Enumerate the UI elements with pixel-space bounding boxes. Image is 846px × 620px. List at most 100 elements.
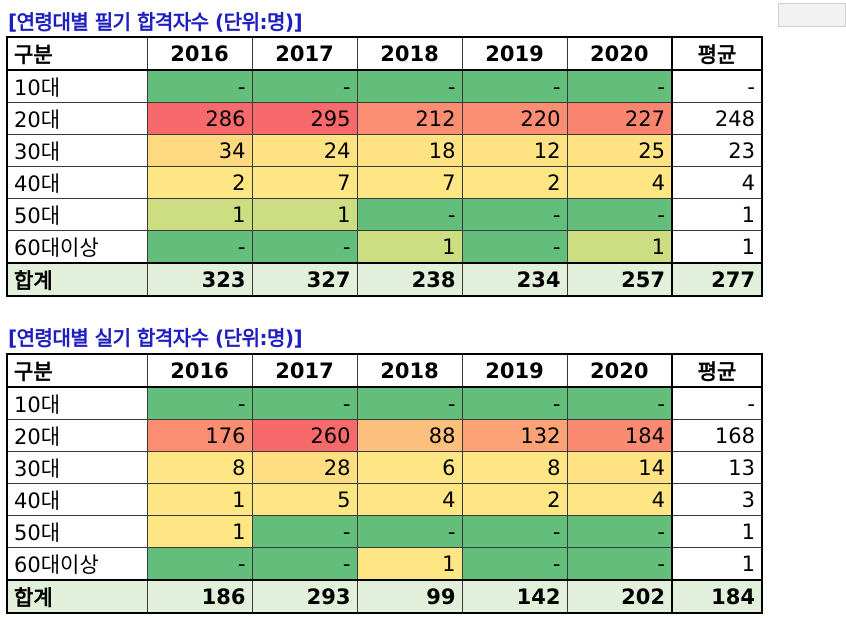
data-cell[interactable]: 1 bbox=[251, 198, 358, 231]
data-cell[interactable]: - bbox=[356, 198, 463, 231]
data-cell[interactable]: 5 bbox=[251, 483, 358, 516]
data-cell[interactable]: - bbox=[251, 547, 358, 581]
row-label[interactable]: 20대 bbox=[6, 419, 148, 452]
data-cell[interactable]: 220 bbox=[461, 102, 568, 135]
data-cell[interactable]: - bbox=[461, 515, 568, 548]
total-cell[interactable]: 186 bbox=[146, 579, 253, 614]
average-cell[interactable]: 23 bbox=[671, 134, 763, 167]
data-cell[interactable]: - bbox=[566, 515, 673, 548]
data-cell[interactable]: - bbox=[461, 386, 568, 420]
header-year[interactable]: 2017 bbox=[251, 36, 358, 71]
total-average-cell[interactable]: 277 bbox=[671, 262, 763, 297]
data-cell[interactable]: 184 bbox=[566, 419, 673, 452]
data-cell[interactable]: 12 bbox=[461, 134, 568, 167]
data-cell[interactable]: - bbox=[566, 198, 673, 231]
cell-selector-box[interactable] bbox=[778, 3, 846, 27]
header-year[interactable]: 2018 bbox=[356, 353, 463, 388]
data-cell[interactable]: - bbox=[251, 230, 358, 264]
data-cell[interactable]: - bbox=[461, 547, 568, 581]
average-cell[interactable]: 1 bbox=[671, 198, 763, 231]
average-cell[interactable]: 1 bbox=[671, 230, 763, 264]
data-cell[interactable]: - bbox=[251, 386, 358, 420]
header-average[interactable]: 평균 bbox=[671, 353, 763, 388]
data-cell[interactable]: 18 bbox=[356, 134, 463, 167]
data-cell[interactable]: - bbox=[356, 515, 463, 548]
total-cell[interactable]: 202 bbox=[566, 579, 673, 614]
data-cell[interactable]: 1 bbox=[146, 198, 253, 231]
header-year[interactable]: 2020 bbox=[566, 353, 673, 388]
data-cell[interactable]: - bbox=[461, 230, 568, 264]
average-cell[interactable]: 1 bbox=[671, 547, 763, 581]
data-cell[interactable]: - bbox=[461, 69, 568, 103]
data-cell[interactable]: - bbox=[461, 198, 568, 231]
data-cell[interactable]: 88 bbox=[356, 419, 463, 452]
header-year[interactable]: 2016 bbox=[146, 36, 253, 71]
data-cell[interactable]: 2 bbox=[461, 483, 568, 516]
total-cell[interactable]: 323 bbox=[146, 262, 253, 297]
total-cell[interactable]: 142 bbox=[461, 579, 568, 614]
data-cell[interactable]: 2 bbox=[146, 166, 253, 199]
data-cell[interactable]: 7 bbox=[356, 166, 463, 199]
header-year[interactable]: 2016 bbox=[146, 353, 253, 388]
average-cell[interactable]: 4 bbox=[671, 166, 763, 199]
data-cell[interactable]: 28 bbox=[251, 451, 358, 484]
data-cell[interactable]: 227 bbox=[566, 102, 673, 135]
data-cell[interactable]: 7 bbox=[251, 166, 358, 199]
data-cell[interactable]: 295 bbox=[251, 102, 358, 135]
data-cell[interactable]: 24 bbox=[251, 134, 358, 167]
data-cell[interactable]: - bbox=[146, 230, 253, 264]
data-cell[interactable]: 176 bbox=[146, 419, 253, 452]
data-cell[interactable]: - bbox=[566, 69, 673, 103]
average-cell[interactable]: 168 bbox=[671, 419, 763, 452]
data-cell[interactable]: - bbox=[251, 69, 358, 103]
header-category[interactable]: 구분 bbox=[6, 353, 148, 388]
data-cell[interactable]: 8 bbox=[461, 451, 568, 484]
average-cell[interactable]: - bbox=[671, 386, 763, 420]
data-cell[interactable]: 34 bbox=[146, 134, 253, 167]
data-cell[interactable]: 2 bbox=[461, 166, 568, 199]
average-cell[interactable]: 3 bbox=[671, 483, 763, 516]
row-label[interactable]: 30대 bbox=[6, 134, 148, 167]
average-cell[interactable]: 13 bbox=[671, 451, 763, 484]
data-cell[interactable]: 14 bbox=[566, 451, 673, 484]
header-year[interactable]: 2019 bbox=[461, 353, 568, 388]
total-cell[interactable]: 238 bbox=[356, 262, 463, 297]
total-average-cell[interactable]: 184 bbox=[671, 579, 763, 614]
row-label[interactable]: 60대이상 bbox=[6, 547, 148, 581]
data-cell[interactable]: - bbox=[146, 547, 253, 581]
row-label[interactable]: 10대 bbox=[6, 69, 148, 103]
data-cell[interactable]: 1 bbox=[146, 515, 253, 548]
header-year[interactable]: 2020 bbox=[566, 36, 673, 71]
data-cell[interactable]: - bbox=[251, 515, 358, 548]
row-label[interactable]: 30대 bbox=[6, 451, 148, 484]
total-cell[interactable]: 234 bbox=[461, 262, 568, 297]
data-cell[interactable]: 1 bbox=[146, 483, 253, 516]
row-label[interactable]: 50대 bbox=[6, 198, 148, 231]
data-cell[interactable]: 1 bbox=[566, 230, 673, 264]
header-year[interactable]: 2018 bbox=[356, 36, 463, 71]
data-cell[interactable]: 1 bbox=[356, 230, 463, 264]
total-cell[interactable]: 257 bbox=[566, 262, 673, 297]
total-cell[interactable]: 293 bbox=[251, 579, 358, 614]
header-year[interactable]: 2019 bbox=[461, 36, 568, 71]
data-cell[interactable]: - bbox=[356, 386, 463, 420]
data-cell[interactable]: 286 bbox=[146, 102, 253, 135]
row-label[interactable]: 50대 bbox=[6, 515, 148, 548]
total-label[interactable]: 합계 bbox=[6, 579, 148, 614]
total-label[interactable]: 합계 bbox=[6, 262, 148, 297]
row-label[interactable]: 40대 bbox=[6, 166, 148, 199]
data-cell[interactable]: 6 bbox=[356, 451, 463, 484]
data-cell[interactable]: - bbox=[566, 547, 673, 581]
data-cell[interactable]: - bbox=[146, 386, 253, 420]
total-cell[interactable]: 99 bbox=[356, 579, 463, 614]
data-cell[interactable]: 25 bbox=[566, 134, 673, 167]
header-category[interactable]: 구분 bbox=[6, 36, 148, 71]
data-cell[interactable]: 4 bbox=[566, 483, 673, 516]
data-cell[interactable]: - bbox=[146, 69, 253, 103]
data-cell[interactable]: 1 bbox=[356, 547, 463, 581]
row-label[interactable]: 20대 bbox=[6, 102, 148, 135]
data-cell[interactable]: 4 bbox=[356, 483, 463, 516]
average-cell[interactable]: 248 bbox=[671, 102, 763, 135]
data-cell[interactable]: - bbox=[566, 386, 673, 420]
data-cell[interactable]: 132 bbox=[461, 419, 568, 452]
